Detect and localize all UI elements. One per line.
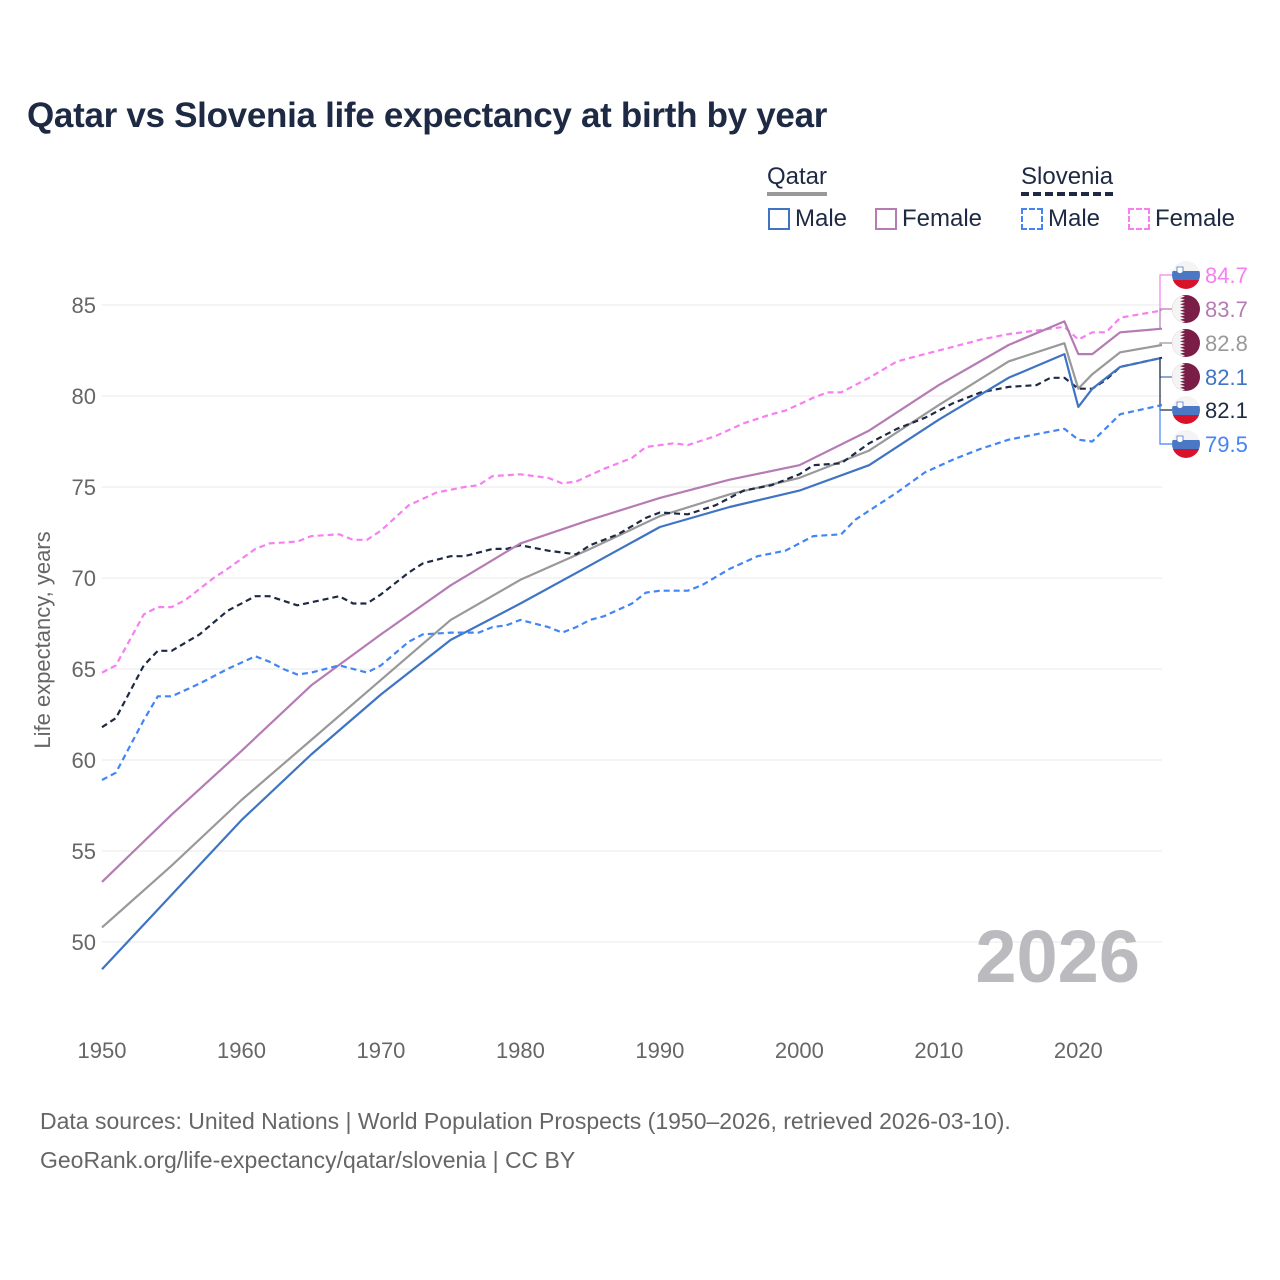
end-value-label: 82.1 xyxy=(1205,365,1248,390)
legend-swatch xyxy=(1021,208,1043,230)
label-connector xyxy=(1159,357,1172,411)
y-tick-label: 80 xyxy=(72,384,96,409)
x-tick-label: 2010 xyxy=(914,1038,963,1063)
y-axis-label: Life expectancy, years xyxy=(30,531,55,748)
y-tick-label: 70 xyxy=(72,566,96,591)
label-connector xyxy=(1159,308,1172,330)
x-tick-label: 2000 xyxy=(775,1038,824,1063)
label-connector xyxy=(1159,342,1172,346)
y-tick-label: 65 xyxy=(72,657,96,682)
qatar-flag-icon xyxy=(1172,363,1200,391)
end-value-label: 82.8 xyxy=(1205,331,1248,356)
legend-qatar-line xyxy=(767,192,828,196)
legend-qatar-label: Qatar xyxy=(767,163,828,190)
y-tick-label: 75 xyxy=(72,475,96,500)
qatar-flag-icon xyxy=(1172,329,1200,357)
label-connector xyxy=(1159,404,1172,445)
y-tick-label: 50 xyxy=(72,930,96,955)
series-line-qatar[interactable] xyxy=(101,342,1163,929)
legend-qatar-female[interactable]: Female xyxy=(875,205,982,233)
legend-label: Female xyxy=(1155,205,1236,232)
series-line-qatar-male[interactable] xyxy=(101,353,1163,971)
y-tick-label: 85 xyxy=(72,293,96,318)
end-value-label: 82.1 xyxy=(1205,398,1248,423)
legend-slovenia-line xyxy=(1021,192,1114,196)
series-line-qatar-female[interactable] xyxy=(101,320,1163,883)
legend-group-qatar[interactable]: Qatar xyxy=(767,163,828,196)
series-line-slovenia-male[interactable] xyxy=(101,404,1163,781)
x-tick-label: 1970 xyxy=(356,1038,405,1063)
legend-swatch xyxy=(875,208,897,230)
slovenia-flag-icon xyxy=(1172,261,1200,289)
legend-label: Female xyxy=(902,205,983,232)
x-tick-label: 1960 xyxy=(217,1038,266,1063)
legend-label: Male xyxy=(1048,205,1101,232)
label-connector xyxy=(1159,357,1172,378)
end-value-label: 84.7 xyxy=(1205,263,1248,288)
legend-group-slovenia[interactable]: Slovenia xyxy=(1021,163,1114,196)
y-tick-label: 60 xyxy=(72,748,96,773)
legend-swatch xyxy=(1128,208,1150,230)
legend-slovenia-male[interactable]: Male xyxy=(1021,205,1100,233)
legend-swatch xyxy=(768,208,790,230)
end-value-label: 83.7 xyxy=(1205,297,1248,322)
footer-link[interactable]: GeoRank.org/life-expectancy/qatar/sloven… xyxy=(40,1147,576,1173)
footer-source: Data sources: United Nations | World Pop… xyxy=(40,1108,1011,1134)
x-tick-label: 2020 xyxy=(1054,1038,1103,1063)
year-watermark: 2026 xyxy=(975,915,1140,998)
legend-qatar-male[interactable]: Male xyxy=(768,205,847,233)
end-value-label: 79.5 xyxy=(1205,432,1248,457)
legend-label: Male xyxy=(795,205,848,232)
label-connector xyxy=(1159,274,1172,312)
legend-slovenia-female[interactable]: Female xyxy=(1128,205,1235,233)
series-line-slovenia-female[interactable] xyxy=(101,309,1163,674)
x-tick-label: 1980 xyxy=(496,1038,545,1063)
x-tick-label: 1990 xyxy=(635,1038,684,1063)
chart-title: Qatar vs Slovenia life expectancy at bir… xyxy=(27,96,828,135)
qatar-flag-icon xyxy=(1172,295,1200,323)
legend-slovenia-label: Slovenia xyxy=(1021,163,1114,190)
series-line-slovenia[interactable] xyxy=(101,356,1163,729)
x-tick-label: 1950 xyxy=(78,1038,127,1063)
slovenia-flag-icon xyxy=(1172,430,1200,458)
y-tick-label: 55 xyxy=(72,839,96,864)
slovenia-flag-icon xyxy=(1172,396,1200,424)
